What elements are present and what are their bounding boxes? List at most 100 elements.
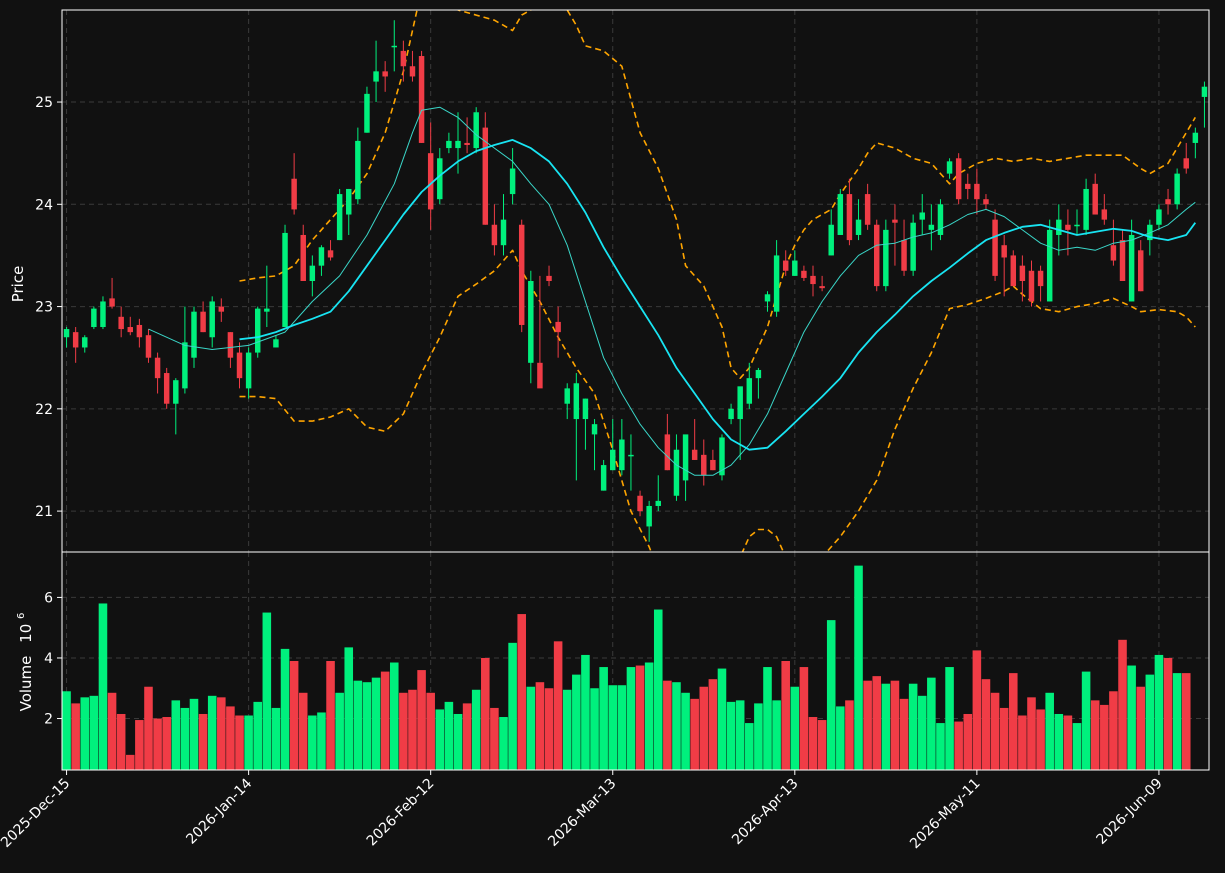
- candle-body: [418, 56, 425, 143]
- candle: [1037, 265, 1044, 302]
- candle-body: [264, 308, 270, 312]
- candle-body: [701, 454, 707, 476]
- volume-panel: 2 4 6 Volume 10 6: [16, 551, 1210, 771]
- volume-bar: [717, 668, 727, 770]
- candle: [1110, 219, 1117, 266]
- candle-body: [346, 188, 352, 215]
- candle: [1165, 188, 1171, 215]
- volume-bar: [125, 754, 135, 770]
- volume-bar: [435, 709, 445, 770]
- volume-bar: [189, 698, 199, 770]
- candle-body: [764, 294, 771, 302]
- candle-body: [1092, 183, 1098, 215]
- candle: [282, 224, 288, 328]
- volume-bar: [799, 667, 809, 770]
- candle-body: [236, 352, 243, 379]
- price-tick-label: 25: [35, 95, 53, 111]
- volume-bar: [280, 648, 290, 770]
- candle: [109, 277, 115, 309]
- candle-body: [245, 352, 252, 389]
- candle-body: [1019, 265, 1026, 281]
- volume-bar: [98, 603, 108, 770]
- candle: [646, 500, 652, 542]
- candle: [1137, 240, 1144, 292]
- candle: [336, 188, 343, 241]
- candle-body: [1083, 188, 1089, 230]
- candle-body: [154, 357, 161, 379]
- candle: [737, 386, 743, 460]
- volume-bar: [763, 667, 772, 770]
- candle-body: [145, 335, 152, 358]
- candle: [218, 298, 225, 322]
- candle: [1192, 127, 1199, 159]
- volume-bar: [317, 712, 326, 770]
- candle: [928, 204, 935, 251]
- candle-body: [855, 219, 862, 235]
- candle: [391, 20, 397, 72]
- volume-bar: [754, 703, 763, 770]
- candle: [919, 194, 925, 235]
- candle-body: [746, 378, 753, 404]
- candle-body: [591, 424, 598, 435]
- candle: [63, 327, 70, 348]
- candle-body: [136, 324, 143, 338]
- candle-body: [1074, 224, 1080, 227]
- candle: [1092, 173, 1098, 215]
- candle-body: [1128, 234, 1135, 302]
- volume-bar: [253, 701, 262, 770]
- candle: [1028, 260, 1035, 307]
- candle: [1174, 168, 1180, 210]
- candle-body: [801, 270, 807, 278]
- volume-bar: [71, 703, 80, 770]
- candle: [163, 367, 170, 409]
- volume-bar: [217, 697, 226, 770]
- candle: [846, 178, 853, 246]
- volume-bar: [408, 689, 417, 770]
- candle: [582, 398, 589, 450]
- volume-bar: [1118, 639, 1127, 770]
- volume-bar: [663, 680, 672, 770]
- candle: [1010, 250, 1017, 287]
- candle: [755, 367, 762, 399]
- candle-body: [72, 332, 79, 348]
- candle-body: [573, 383, 580, 420]
- volume-tick-label: 6: [44, 590, 53, 606]
- candlesticks: [63, 20, 1208, 542]
- candle: [992, 209, 998, 281]
- candle: [291, 153, 297, 215]
- candle-body: [1056, 219, 1062, 235]
- volume-bar: [553, 641, 563, 770]
- candle-body: [655, 500, 661, 506]
- candle-body: [1101, 209, 1108, 220]
- candle: [145, 329, 152, 363]
- candle: [118, 306, 124, 338]
- candle-body: [500, 219, 507, 246]
- candle-body: [200, 311, 206, 333]
- volume-bar: [590, 688, 599, 770]
- candle: [819, 275, 825, 292]
- candle: [1101, 194, 1108, 225]
- candle-body: [218, 306, 225, 312]
- candle: [691, 419, 698, 460]
- candle-body: [1010, 255, 1017, 287]
- volume-bar: [517, 614, 526, 770]
- candle: [664, 413, 671, 471]
- candle-body: [546, 275, 552, 281]
- candle-body: [482, 127, 489, 225]
- price-tick-label: 23: [35, 300, 53, 316]
- candle: [528, 270, 534, 384]
- volume-bar: [772, 700, 781, 770]
- volume-bar: [235, 715, 244, 770]
- volume-bar: [535, 682, 545, 770]
- volume-panel-frame: [61, 551, 1210, 771]
- candle-body: [883, 229, 889, 287]
- candle-body: [1028, 270, 1035, 302]
- candle: [418, 50, 425, 143]
- candle: [473, 107, 479, 154]
- volume-tick-label: 2: [44, 712, 53, 728]
- candle: [482, 112, 489, 225]
- volume-bar: [1090, 700, 1100, 770]
- candle-body: [91, 308, 97, 328]
- candle-body: [1110, 245, 1117, 261]
- candle: [874, 219, 880, 292]
